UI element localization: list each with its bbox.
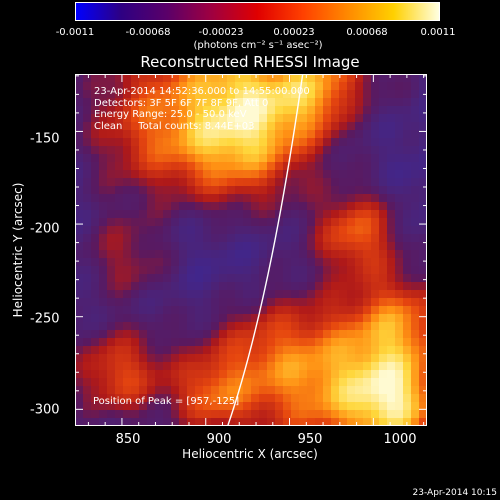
colorbar-tick-label: 0.00023 bbox=[273, 27, 315, 38]
colorbar-unit-label: (photons cm⁻² s⁻¹ asec⁻²) bbox=[193, 40, 323, 51]
x-tick-label: 850 bbox=[115, 432, 141, 447]
plot-title: Reconstructed RHESSI Image bbox=[140, 53, 360, 71]
image-pixels bbox=[75, 74, 427, 426]
rhessi-image-plot bbox=[75, 74, 427, 426]
colorbar-tick-label: -0.00068 bbox=[125, 27, 171, 38]
y-tick-label: -200 bbox=[30, 221, 60, 237]
time-range-text: 23-Apr-2014 14:52:36.000 to 14:55:00.000 bbox=[94, 86, 310, 97]
clean-counts-text: Clean Total counts: 8.44E+03 bbox=[94, 120, 255, 132]
colorbar bbox=[75, 2, 440, 21]
plot-frame bbox=[75, 74, 427, 426]
x-axis-label: Heliocentric X (arcsec) bbox=[182, 447, 318, 461]
energy-range-text: Energy Range: 25.0 - 50.0 keV bbox=[94, 109, 247, 120]
x-tick-label: 950 bbox=[297, 432, 323, 447]
y-tick-label: -150 bbox=[30, 131, 60, 147]
colorbar-tick-label: -0.0011 bbox=[55, 27, 95, 38]
colorbar-tick-label: 0.0011 bbox=[420, 27, 456, 38]
x-tick-label: 1000 bbox=[383, 432, 417, 447]
y-axis-label: Heliocentric Y (arcsec) bbox=[11, 182, 25, 318]
axis-ticks bbox=[75, 74, 427, 426]
observation-info: 23-Apr-2014 14:52:36.000 to 14:55:00.000… bbox=[94, 86, 310, 132]
plot-datestamp: 23-Apr-2014 10:15 bbox=[412, 488, 497, 498]
colorbar-tick-label: 0.00068 bbox=[346, 27, 388, 38]
y-tick-label: -250 bbox=[30, 311, 60, 327]
x-tick-label: 900 bbox=[206, 432, 232, 447]
solar-limb-line bbox=[226, 74, 304, 426]
colorbar-tick-label: -0.00023 bbox=[198, 27, 244, 38]
detectors-text: Detectors: 3F 5F 6F 7F 8F 9F, Att 0 bbox=[94, 97, 269, 109]
peak-position-text: Position of Peak = [957,-125] bbox=[93, 396, 240, 407]
y-tick-label: -300 bbox=[30, 402, 60, 418]
